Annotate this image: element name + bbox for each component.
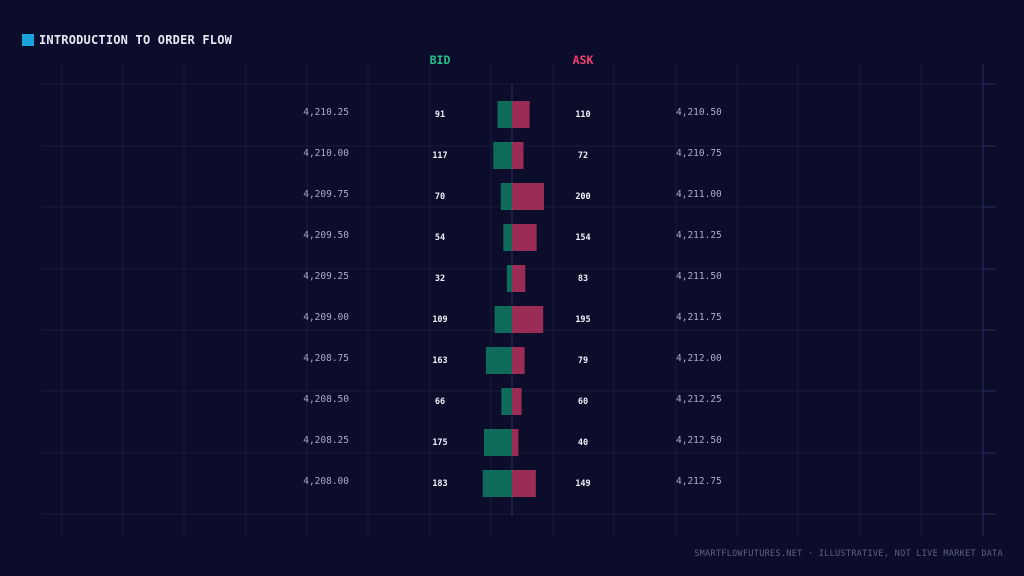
ask-volume-bar xyxy=(512,429,519,456)
bid-volume-bar xyxy=(506,265,512,292)
ask-volume-bar xyxy=(512,265,526,292)
ask-price-label: 4,210.75 xyxy=(676,148,722,159)
bid-price-label: 4,209.25 xyxy=(303,271,349,282)
bid-volume-bar xyxy=(494,306,512,333)
bid-price-label: 4,210.25 xyxy=(303,107,349,118)
bid-price-label: 4,208.00 xyxy=(303,476,349,487)
bid-volume-bar xyxy=(484,429,512,456)
bid-volume-label: 70 xyxy=(435,192,445,202)
bid-volume-label: 91 xyxy=(435,110,445,120)
ask-price-label: 4,211.25 xyxy=(676,230,722,241)
ask-price-label: 4,212.00 xyxy=(676,353,722,364)
bid-volume-label: 175 xyxy=(432,438,447,448)
chart-title: INTRODUCTION TO ORDER FLOW xyxy=(39,33,233,47)
bid-volume-label: 183 xyxy=(432,479,447,489)
bid-price-label: 4,208.75 xyxy=(303,353,349,364)
ask-volume-label: 79 xyxy=(578,356,588,366)
ask-volume-label: 195 xyxy=(575,315,590,325)
bid-price-label: 4,208.50 xyxy=(303,394,349,405)
ask-price-label: 4,212.25 xyxy=(676,394,722,405)
bid-price-label: 4,209.00 xyxy=(303,312,349,323)
ask-header: ASK xyxy=(573,53,594,67)
bid-price-label: 4,209.75 xyxy=(303,189,349,200)
bid-volume-label: 66 xyxy=(435,397,445,407)
ask-volume-label: 83 xyxy=(578,274,588,284)
bid-price-label: 4,208.25 xyxy=(303,435,349,446)
chart-title-block: INTRODUCTION TO ORDER FLOW xyxy=(22,33,232,47)
bid-volume-bar xyxy=(503,224,512,251)
ask-price-label: 4,212.50 xyxy=(676,435,722,446)
bid-volume-label: 54 xyxy=(435,233,445,243)
title-accent-square-icon xyxy=(22,34,34,46)
ask-price-label: 4,211.75 xyxy=(676,312,722,323)
bid-volume-bar xyxy=(493,142,512,169)
bid-volume-bar xyxy=(500,183,512,210)
ask-volume-label: 72 xyxy=(578,151,588,161)
ask-volume-label: 200 xyxy=(575,192,590,202)
bid-volume-bar xyxy=(482,470,512,497)
ask-price-label: 4,210.50 xyxy=(676,107,722,118)
bid-price-label: 4,209.50 xyxy=(303,230,349,241)
bid-volume-label: 32 xyxy=(435,274,445,284)
ask-price-label: 4,211.50 xyxy=(676,271,722,282)
ask-volume-bar xyxy=(512,388,522,415)
ask-volume-label: 149 xyxy=(575,479,590,489)
ask-price-label: 4,212.75 xyxy=(676,476,722,487)
bid-volume-label: 109 xyxy=(432,315,447,325)
ask-volume-bar xyxy=(512,470,536,497)
ask-volume-label: 40 xyxy=(578,438,588,448)
bid-header: BID xyxy=(430,53,451,67)
ask-volume-bar xyxy=(512,101,530,128)
ask-volume-bar xyxy=(512,347,525,374)
ask-volume-bar xyxy=(512,224,537,251)
bid-volume-bar xyxy=(501,388,512,415)
bid-price-label: 4,210.00 xyxy=(303,148,349,159)
ask-volume-label: 60 xyxy=(578,397,588,407)
ask-price-label: 4,211.00 xyxy=(676,189,722,200)
ask-volume-bar xyxy=(512,142,524,169)
ask-volume-bar xyxy=(512,306,544,333)
bid-volume-bar xyxy=(497,101,512,128)
ask-volume-bar xyxy=(512,183,544,210)
ask-volume-label: 154 xyxy=(575,233,590,243)
footer-disclaimer: SMARTFLOWFUTURES.NET · ILLUSTRATIVE, NOT… xyxy=(694,549,1003,559)
bid-volume-label: 117 xyxy=(432,151,447,161)
bid-volume-label: 163 xyxy=(432,356,447,366)
bid-volume-bar xyxy=(485,347,512,374)
ask-volume-label: 110 xyxy=(575,110,590,120)
